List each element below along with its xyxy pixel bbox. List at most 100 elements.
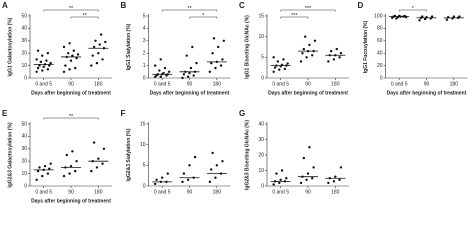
x-tick-label: 90 xyxy=(424,81,430,87)
data-point xyxy=(302,156,305,160)
data-point xyxy=(90,169,93,173)
data-point xyxy=(36,49,40,52)
significance-bracket xyxy=(43,117,99,120)
data-point xyxy=(68,42,71,45)
data-point xyxy=(104,40,107,44)
data-point xyxy=(193,155,197,159)
y-tick-label: 40 xyxy=(21,26,27,32)
x-tick-label: 0 and 5 xyxy=(154,81,171,87)
data-point xyxy=(272,70,275,74)
y-axis-title: IgG2&3 Galactosylation (%) xyxy=(7,122,13,188)
y-tick-label: 20 xyxy=(377,63,383,69)
y-tick-label: 80 xyxy=(377,26,383,32)
data-point xyxy=(41,69,44,72)
panel-letter: E xyxy=(2,109,8,118)
significance-bracket xyxy=(43,9,99,12)
x-tick-label: 90 xyxy=(305,189,311,195)
data-point xyxy=(338,56,341,59)
data-point xyxy=(182,172,186,175)
x-tick-label: 180 xyxy=(213,189,222,195)
y-tick-label: 0 xyxy=(143,183,146,189)
panel-letter: B xyxy=(121,1,127,10)
panel-letter: G xyxy=(239,109,245,118)
y-tick-label: 0 xyxy=(261,183,264,189)
data-point xyxy=(276,60,280,63)
data-point xyxy=(181,76,184,80)
data-point xyxy=(311,177,314,180)
data-point xyxy=(94,39,97,42)
y-tick-label: 15 xyxy=(258,13,264,19)
y-tick-label: 1 xyxy=(143,63,146,69)
y-axis-title: IgG1 Fucosylation (%) xyxy=(363,20,369,73)
data-point xyxy=(160,176,164,179)
data-point xyxy=(153,64,157,67)
data-point xyxy=(95,166,99,169)
y-axis-title: IgG2&3 Sialylation (%) xyxy=(126,128,132,181)
data-point xyxy=(211,52,214,55)
data-point xyxy=(222,39,226,42)
y-tick-label: 15 xyxy=(140,121,146,127)
data-point xyxy=(166,172,169,175)
data-point xyxy=(74,66,77,70)
data-point xyxy=(210,61,213,65)
data-point xyxy=(46,52,50,55)
data-point xyxy=(155,178,158,181)
data-point xyxy=(306,172,310,175)
x-tick-label: 0 and 5 xyxy=(272,189,289,195)
significance-label: ** xyxy=(187,6,192,12)
panel-letter: F xyxy=(121,109,126,118)
data-point xyxy=(458,15,461,18)
data-point xyxy=(62,45,66,49)
x-tick-label: 90 xyxy=(187,81,193,87)
data-point xyxy=(279,178,282,181)
panel-letter: D xyxy=(358,1,364,10)
data-point xyxy=(75,160,78,163)
significance-bracket xyxy=(280,16,309,19)
y-tick-label: 20 xyxy=(21,159,27,165)
data-point xyxy=(99,33,103,36)
y-tick-label: 2 xyxy=(143,51,146,57)
data-point xyxy=(191,45,194,49)
data-point xyxy=(35,178,38,181)
data-point xyxy=(332,58,336,61)
data-point xyxy=(273,66,277,69)
data-point xyxy=(68,172,71,175)
data-point xyxy=(283,67,287,71)
x-axis-title: Days after beginning of treatment xyxy=(31,198,111,204)
data-point xyxy=(46,68,50,71)
data-point xyxy=(217,45,220,49)
data-point xyxy=(329,49,333,53)
data-point xyxy=(95,61,99,65)
data-point xyxy=(278,68,281,71)
y-tick-label: 5 xyxy=(143,13,146,19)
x-axis-title: Days after beginning of treatment xyxy=(150,90,230,96)
y-tick-label: 50 xyxy=(21,13,27,19)
data-point xyxy=(92,141,96,144)
data-point xyxy=(62,174,66,178)
y-tick-label: 50 xyxy=(21,121,27,127)
data-point xyxy=(219,64,223,67)
x-tick-label: 180 xyxy=(94,189,103,195)
data-point xyxy=(186,75,190,78)
data-point xyxy=(42,65,45,69)
data-point xyxy=(162,71,165,75)
data-point xyxy=(48,167,51,170)
data-point xyxy=(188,71,191,75)
y-tick-label: 0 xyxy=(24,75,27,81)
data-point xyxy=(188,164,191,167)
data-point xyxy=(153,182,157,186)
data-point xyxy=(445,18,449,21)
data-point xyxy=(48,64,51,67)
data-point xyxy=(189,66,193,70)
data-point xyxy=(418,19,421,22)
data-point xyxy=(67,52,70,55)
y-tick-label: 30 xyxy=(258,137,264,143)
panel-letter: C xyxy=(239,1,245,10)
y-axis-title: IgG1 Sialylation (%) xyxy=(126,23,132,70)
data-point xyxy=(304,35,307,38)
y-tick-label: 20 xyxy=(21,51,27,57)
data-point xyxy=(208,70,212,74)
data-point xyxy=(62,70,66,74)
data-point xyxy=(280,169,284,172)
x-tick-label: 0 and 5 xyxy=(272,81,289,87)
